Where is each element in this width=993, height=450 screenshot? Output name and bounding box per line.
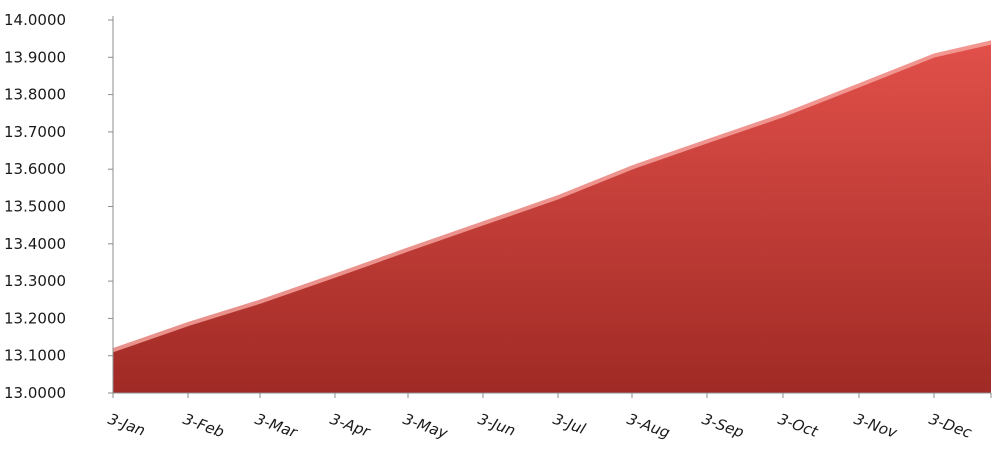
y-tick-label: 13.4000 [4,235,66,253]
x-tick-label: 3-Feb [181,410,227,441]
x-tick-label: 3-Sep [700,410,747,442]
y-tick-label: 14.0000 [4,11,66,29]
x-tick-label: 3-May [401,410,451,443]
x-tick-label: 3-Jul [551,410,589,439]
y-tick-label: 13.3000 [4,272,66,290]
x-tick-label: 3-Jun [476,410,518,440]
y-tick-label: 13.6000 [4,160,66,178]
y-tick-label: 13.7000 [4,123,66,141]
area-series-fill [113,40,991,393]
y-tick-label: 13.2000 [4,309,66,327]
x-tick-label: 3-Nov [852,410,901,442]
y-tick-label: 13.1000 [4,347,66,365]
x-tick-label: 3-Oct [776,410,822,441]
x-tick-label: 3-Mar [253,410,301,442]
y-tick-label: 13.9000 [4,48,66,66]
area-series-edge [112,40,992,353]
x-tick-label: 3-Apr [328,410,373,441]
x-tick-label: 3-Dec [927,410,975,442]
y-tick-label: 13.0000 [4,384,66,402]
y-tick-label: 13.8000 [4,86,66,104]
x-tick-label: 3-Jan [106,410,148,440]
y-tick-label: 13.5000 [4,198,66,216]
x-tick-label: 3-Aug [625,410,673,442]
